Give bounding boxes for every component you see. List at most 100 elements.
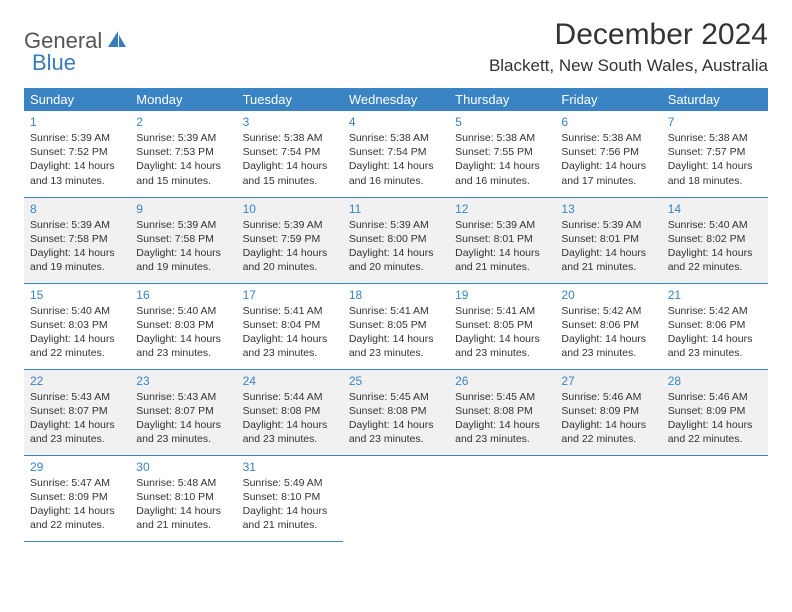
- day-cell: 30 Sunrise: 5:48 AMSunset: 8:10 PMDayligh…: [130, 455, 236, 541]
- day-info: Sunrise: 5:44 AMSunset: 8:08 PMDaylight:…: [243, 390, 337, 447]
- calendar-body: 1 Sunrise: 5:39 AMSunset: 7:52 PMDaylight…: [24, 111, 768, 541]
- day-header: Wednesday: [343, 88, 449, 111]
- day-info: Sunrise: 5:49 AMSunset: 8:10 PMDaylight:…: [243, 476, 337, 533]
- day-cell: 28Sunrise: 5:46 AMSunset: 8:09 PMDayligh…: [662, 369, 768, 455]
- day-number: 4: [349, 115, 443, 129]
- day-number: 7: [668, 115, 762, 129]
- day-cell: [662, 455, 768, 541]
- day-cell: 10 Sunrise: 5:39 AMSunset: 7:59 PMDayligh…: [237, 197, 343, 283]
- day-cell: 31Sunrise: 5:49 AMSunset: 8:10 PMDayligh…: [237, 455, 343, 541]
- day-info: Sunrise: 5:40 AMSunset: 8:02 PMDaylight:…: [668, 218, 762, 275]
- day-cell: 29 Sunrise: 5:47 AMSunset: 8:09 PMDayligh…: [24, 455, 130, 541]
- day-info: Sunrise: 5:41 AMSunset: 8:05 PMDaylight:…: [455, 304, 549, 361]
- title-block: December 2024 Blackett, New South Wales,…: [489, 18, 768, 76]
- week-row: 15 Sunrise: 5:40 AMSunset: 8:03 PMDayligh…: [24, 283, 768, 369]
- day-number: 1: [30, 115, 124, 129]
- day-info: Sunrise: 5:38 AMSunset: 7:55 PMDaylight:…: [455, 131, 549, 188]
- day-info: Sunrise: 5:47 AMSunset: 8:09 PMDaylight:…: [30, 476, 124, 533]
- day-number: 9: [136, 202, 230, 216]
- day-info: Sunrise: 5:39 AMSunset: 8:01 PMDaylight:…: [455, 218, 549, 275]
- day-info: Sunrise: 5:42 AMSunset: 8:06 PMDaylight:…: [561, 304, 655, 361]
- day-number: 15: [30, 288, 124, 302]
- day-info: Sunrise: 5:43 AMSunset: 8:07 PMDaylight:…: [30, 390, 124, 447]
- day-cell: 3 Sunrise: 5:38 AMSunset: 7:54 PMDaylight…: [237, 111, 343, 197]
- day-info: Sunrise: 5:39 AMSunset: 7:58 PMDaylight:…: [136, 218, 230, 275]
- day-cell: 6 Sunrise: 5:38 AMSunset: 7:56 PMDaylight…: [555, 111, 661, 197]
- day-cell: 20 Sunrise: 5:42 AMSunset: 8:06 PMDayligh…: [555, 283, 661, 369]
- day-number: 3: [243, 115, 337, 129]
- logo-text-blue: Blue: [32, 50, 76, 76]
- day-number: 16: [136, 288, 230, 302]
- day-header: Saturday: [662, 88, 768, 111]
- day-number: 8: [30, 202, 124, 216]
- day-header-row: Sunday Monday Tuesday Wednesday Thursday…: [24, 88, 768, 111]
- day-number: 28: [668, 374, 762, 388]
- day-cell: 25 Sunrise: 5:45 AMSunset: 8:08 PMDayligh…: [343, 369, 449, 455]
- day-info: Sunrise: 5:38 AMSunset: 7:57 PMDaylight:…: [668, 131, 762, 188]
- day-number: 29: [30, 460, 124, 474]
- day-cell: 4 Sunrise: 5:38 AMSunset: 7:54 PMDaylight…: [343, 111, 449, 197]
- day-header: Thursday: [449, 88, 555, 111]
- day-info: Sunrise: 5:38 AMSunset: 7:54 PMDaylight:…: [243, 131, 337, 188]
- day-info: Sunrise: 5:40 AMSunset: 8:03 PMDaylight:…: [136, 304, 230, 361]
- day-cell: [555, 455, 661, 541]
- day-header: Tuesday: [237, 88, 343, 111]
- day-cell: 23 Sunrise: 5:43 AMSunset: 8:07 PMDayligh…: [130, 369, 236, 455]
- day-cell: 13Sunrise: 5:39 AMSunset: 8:01 PMDayligh…: [555, 197, 661, 283]
- day-number: 30: [136, 460, 230, 474]
- day-info: Sunrise: 5:43 AMSunset: 8:07 PMDaylight:…: [136, 390, 230, 447]
- day-info: Sunrise: 5:48 AMSunset: 8:10 PMDaylight:…: [136, 476, 230, 533]
- calendar-table: Sunday Monday Tuesday Wednesday Thursday…: [24, 88, 768, 542]
- day-info: Sunrise: 5:45 AMSunset: 8:08 PMDaylight:…: [349, 390, 443, 447]
- day-info: Sunrise: 5:42 AMSunset: 8:06 PMDaylight:…: [668, 304, 762, 361]
- day-cell: 14 Sunrise: 5:40 AMSunset: 8:02 PMDayligh…: [662, 197, 768, 283]
- day-info: Sunrise: 5:39 AMSunset: 8:00 PMDaylight:…: [349, 218, 443, 275]
- day-info: Sunrise: 5:41 AMSunset: 8:04 PMDaylight:…: [243, 304, 337, 361]
- day-number: 25: [349, 374, 443, 388]
- month-title: December 2024: [489, 18, 768, 52]
- day-cell: 27Sunrise: 5:46 AMSunset: 8:09 PMDayligh…: [555, 369, 661, 455]
- day-info: Sunrise: 5:45 AMSunset: 8:08 PMDaylight:…: [455, 390, 549, 447]
- day-number: 26: [455, 374, 549, 388]
- day-cell: 5Sunrise: 5:38 AMSunset: 7:55 PMDaylight…: [449, 111, 555, 197]
- day-info: Sunrise: 5:38 AMSunset: 7:56 PMDaylight:…: [561, 131, 655, 188]
- day-number: 27: [561, 374, 655, 388]
- day-cell: 21Sunrise: 5:42 AMSunset: 8:06 PMDayligh…: [662, 283, 768, 369]
- day-number: 14: [668, 202, 762, 216]
- day-number: 18: [349, 288, 443, 302]
- day-cell: 19Sunrise: 5:41 AMSunset: 8:05 PMDayligh…: [449, 283, 555, 369]
- day-number: 24: [243, 374, 337, 388]
- day-number: 6: [561, 115, 655, 129]
- day-cell: 11 Sunrise: 5:39 AMSunset: 8:00 PMDayligh…: [343, 197, 449, 283]
- day-cell: [343, 455, 449, 541]
- day-number: 23: [136, 374, 230, 388]
- day-header: Monday: [130, 88, 236, 111]
- week-row: 22 Sunrise: 5:43 AMSunset: 8:07 PMDayligh…: [24, 369, 768, 455]
- day-info: Sunrise: 5:39 AMSunset: 7:59 PMDaylight:…: [243, 218, 337, 275]
- day-header: Sunday: [24, 88, 130, 111]
- day-cell: 17 Sunrise: 5:41 AMSunset: 8:04 PMDayligh…: [237, 283, 343, 369]
- week-row: 8 Sunrise: 5:39 AMSunset: 7:58 PMDaylight…: [24, 197, 768, 283]
- day-cell: 18 Sunrise: 5:41 AMSunset: 8:05 PMDayligh…: [343, 283, 449, 369]
- day-info: Sunrise: 5:38 AMSunset: 7:54 PMDaylight:…: [349, 131, 443, 188]
- logo-sail-icon: [106, 29, 128, 54]
- day-cell: 2Sunrise: 5:39 AMSunset: 7:53 PMDaylight…: [130, 111, 236, 197]
- day-number: 12: [455, 202, 549, 216]
- day-info: Sunrise: 5:39 AMSunset: 7:52 PMDaylight:…: [30, 131, 124, 188]
- day-number: 17: [243, 288, 337, 302]
- day-number: 22: [30, 374, 124, 388]
- week-row: 29 Sunrise: 5:47 AMSunset: 8:09 PMDayligh…: [24, 455, 768, 541]
- day-number: 20: [561, 288, 655, 302]
- day-info: Sunrise: 5:40 AMSunset: 8:03 PMDaylight:…: [30, 304, 124, 361]
- location-text: Blackett, New South Wales, Australia: [489, 56, 768, 76]
- day-cell: 26 Sunrise: 5:45 AMSunset: 8:08 PMDayligh…: [449, 369, 555, 455]
- day-info: Sunrise: 5:39 AMSunset: 7:53 PMDaylight:…: [136, 131, 230, 188]
- day-number: 11: [349, 202, 443, 216]
- day-cell: 22 Sunrise: 5:43 AMSunset: 8:07 PMDayligh…: [24, 369, 130, 455]
- day-cell: 16 Sunrise: 5:40 AMSunset: 8:03 PMDayligh…: [130, 283, 236, 369]
- day-cell: 15 Sunrise: 5:40 AMSunset: 8:03 PMDayligh…: [24, 283, 130, 369]
- day-number: 10: [243, 202, 337, 216]
- day-info: Sunrise: 5:39 AMSunset: 7:58 PMDaylight:…: [30, 218, 124, 275]
- day-info: Sunrise: 5:41 AMSunset: 8:05 PMDaylight:…: [349, 304, 443, 361]
- day-cell: 12 Sunrise: 5:39 AMSunset: 8:01 PMDayligh…: [449, 197, 555, 283]
